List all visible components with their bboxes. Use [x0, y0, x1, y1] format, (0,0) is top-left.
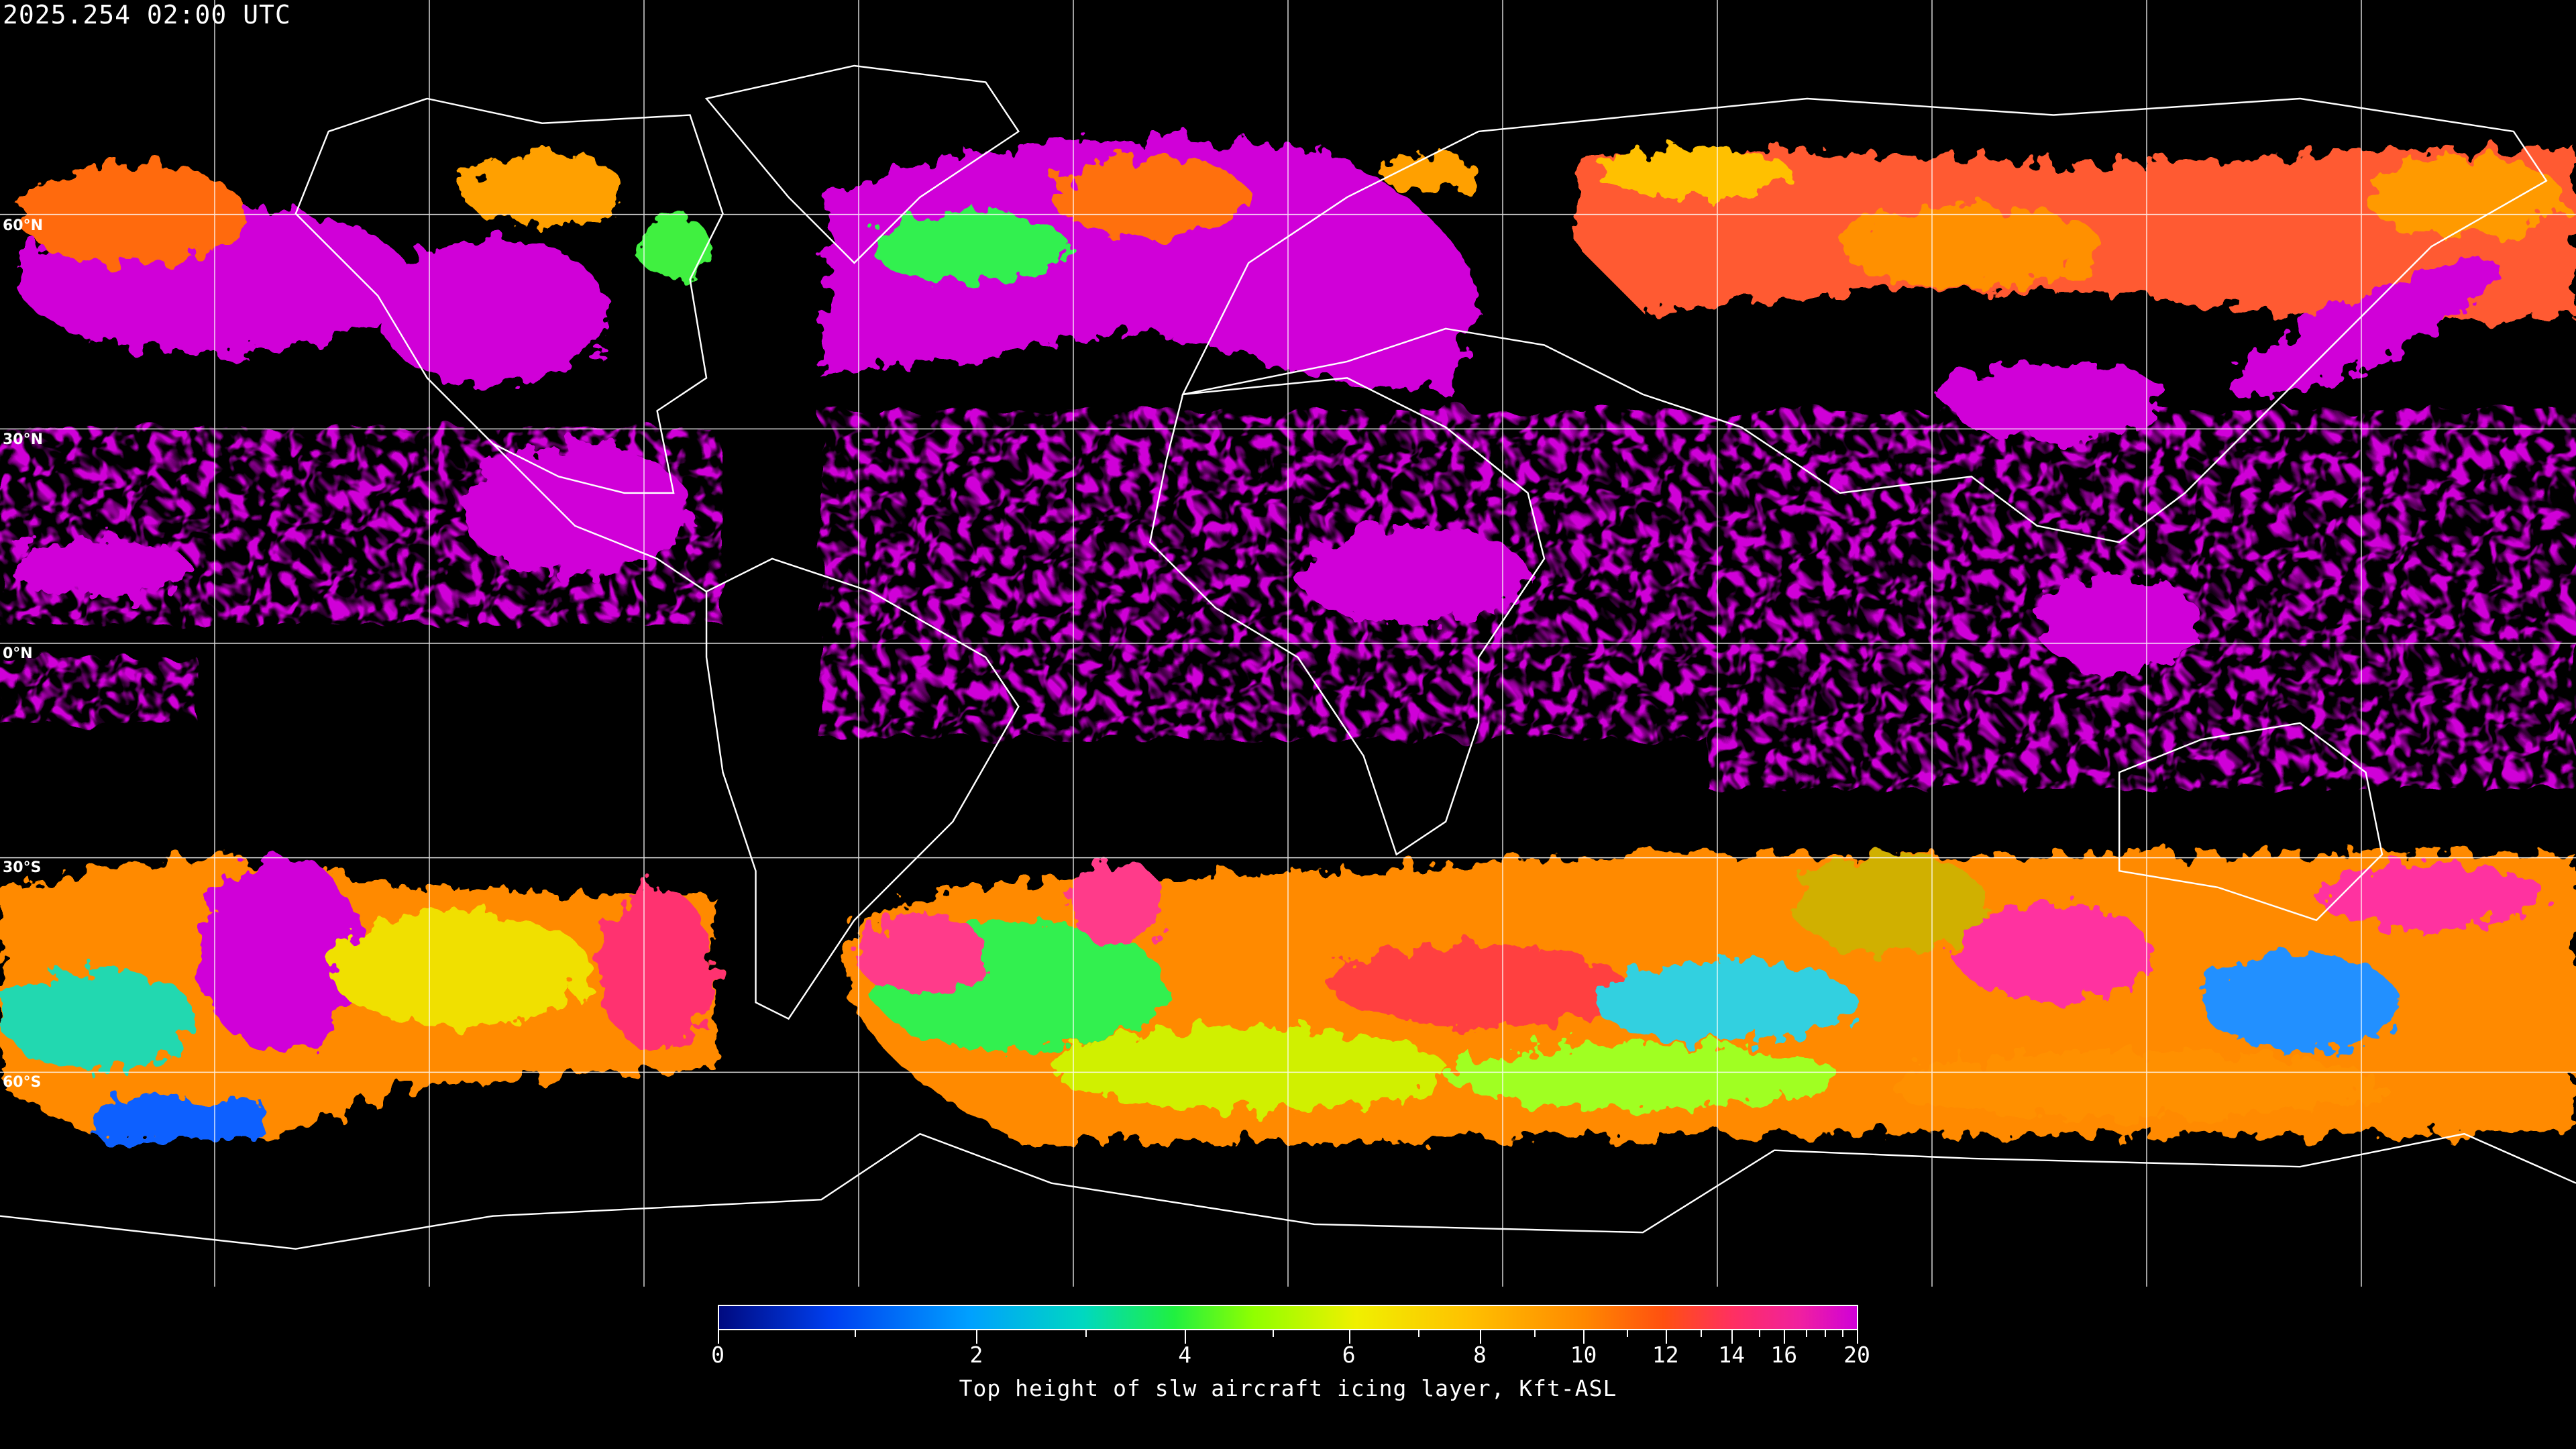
colorbar-tick-label: 0	[711, 1342, 724, 1368]
colorbar-tick	[1085, 1330, 1087, 1337]
lat-label-60s: 60°S	[3, 1074, 42, 1091]
colorbar-tick-label: 4	[1178, 1342, 1192, 1368]
colorbar-tick	[1627, 1330, 1628, 1337]
lat-label-30n: 30°N	[3, 431, 44, 448]
colorbar-tick	[1665, 1330, 1667, 1344]
colorbar-tick-label: 10	[1570, 1342, 1597, 1368]
colorbar-tick	[1784, 1330, 1786, 1344]
lat-label-30s: 30°S	[3, 859, 42, 876]
colorbar-tick-label: 12	[1652, 1342, 1679, 1368]
coast-australia	[2118, 722, 2383, 922]
colorbar-tick	[1857, 1330, 1858, 1344]
coast-north-america	[294, 97, 724, 494]
colorbar-ticks	[718, 1330, 1858, 1371]
icing-map	[0, 0, 2576, 1287]
colorbar-tick	[1758, 1330, 1760, 1337]
colorbar-tick	[1479, 1330, 1481, 1344]
coast-africa	[1148, 377, 1546, 856]
colorbar-tick	[1272, 1330, 1274, 1337]
colorbar-tick-label: 6	[1342, 1342, 1356, 1368]
coast-south-america	[705, 557, 1020, 1020]
colorbar-tick	[1805, 1330, 1807, 1337]
colorbar-tick	[718, 1330, 719, 1344]
timestamp: 2025.254 02:00 UTC	[3, 0, 291, 30]
colorbar-tick	[1418, 1330, 1420, 1337]
colorbar	[718, 1305, 1858, 1330]
cloud-layer	[0, 138, 2576, 1142]
colorbar-tick-label: 20	[1843, 1342, 1870, 1368]
colorbar-tick	[1825, 1330, 1827, 1337]
colorbar-tick	[1701, 1330, 1703, 1337]
coast-eurasia	[1181, 97, 2548, 543]
colorbar-tick	[1841, 1330, 1843, 1337]
colorbar-tick	[1731, 1330, 1733, 1344]
colorbar-tick	[1185, 1330, 1187, 1344]
colorbar-label: Top height of slw aircraft icing layer, …	[959, 1375, 1617, 1401]
coastlines	[0, 64, 2576, 1250]
coast-antarctica	[0, 1132, 2576, 1250]
coast-central-america	[492, 443, 707, 592]
colorbar-tick	[976, 1330, 978, 1344]
colorbar-tick	[1348, 1330, 1350, 1344]
colorbar-tick-label: 16	[1770, 1342, 1798, 1368]
coast-greenland	[704, 64, 1020, 264]
colorbar-tick-label: 14	[1718, 1342, 1746, 1368]
lat-label-0: 0°N	[3, 645, 33, 662]
graticule	[0, 0, 2576, 1287]
colorbar-tick-label: 2	[969, 1342, 983, 1368]
colorbar-tick	[1583, 1330, 1585, 1344]
colorbar-tick	[1534, 1330, 1536, 1337]
colorbar-tick	[854, 1330, 856, 1337]
colorbar-tick-label: 8	[1473, 1342, 1487, 1368]
lat-label-60n: 60°N	[3, 217, 44, 234]
